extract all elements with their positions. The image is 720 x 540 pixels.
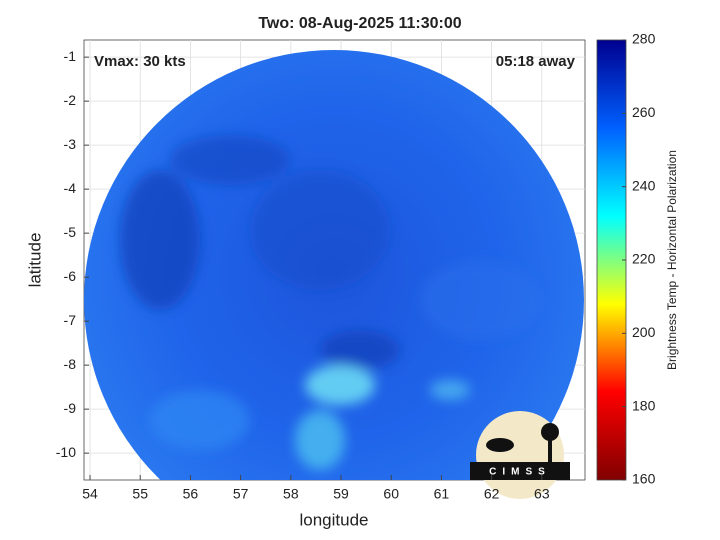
y-axis-label: latitude (25, 233, 44, 288)
vmax-annotation: Vmax: 30 kts (94, 53, 186, 70)
y-tick-label: -2 (64, 92, 77, 108)
logo-tower (541, 423, 559, 441)
logo-text: CIMSS (489, 467, 551, 478)
y-tick-label: -8 (64, 356, 77, 372)
colorbar (596, 39, 627, 481)
y-tick-label: -1 (64, 48, 77, 64)
colorbar-tick-label: 200 (632, 324, 656, 340)
x-tick-label: 58 (283, 486, 299, 502)
logo-dish (486, 438, 514, 452)
x-axis-label: longitude (299, 510, 368, 529)
texture (120, 135, 540, 470)
satellite-image (84, 50, 584, 480)
x-tick-label: 56 (183, 486, 199, 502)
y-tick-label: -9 (64, 400, 77, 416)
chart-title: Two: 08-Aug-2025 11:30:00 (258, 15, 461, 32)
y-tick-label: -4 (64, 180, 77, 196)
y-tick-label: -7 (64, 312, 77, 328)
colorbar-tick-label: 180 (632, 397, 656, 413)
colorbar-tick-label: 260 (632, 104, 656, 120)
x-tick-label: 54 (82, 486, 98, 502)
time-annotation: 05:18 away (496, 53, 576, 70)
x-tick-label: 61 (434, 486, 450, 502)
colorbar-tick-label: 280 (632, 31, 656, 47)
logo-base (470, 462, 570, 480)
cimss-logo: CIMSS (470, 411, 570, 499)
x-tick-label: 57 (233, 486, 249, 502)
x-tick-label: 63 (534, 486, 550, 502)
colorbar-tick-label: 240 (632, 177, 656, 193)
y-tick-label: -10 (56, 444, 76, 460)
x-tick-label: 59 (333, 486, 349, 502)
x-tick-label: 60 (383, 486, 399, 502)
x-tick-label: 62 (484, 486, 500, 502)
logo-tower-leg (548, 440, 552, 462)
y-tick-label: -5 (64, 224, 77, 240)
colorbar-tick-label: 160 (632, 471, 656, 487)
y-tick-label: -6 (64, 268, 77, 284)
y-tick-label: -3 (64, 136, 77, 152)
colorbar-tick-label: 220 (632, 251, 656, 267)
x-tick-label: 55 (132, 486, 148, 502)
colorbar-label: Brightness Temp - Horizontal Polarizatio… (665, 150, 679, 370)
